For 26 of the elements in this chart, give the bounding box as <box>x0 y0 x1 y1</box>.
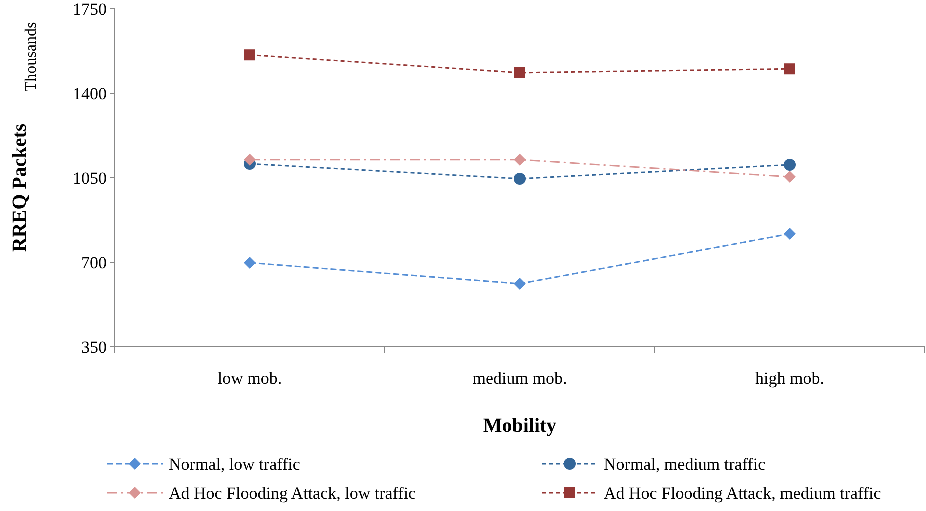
x-tick-label: high mob. <box>756 369 824 388</box>
point <box>514 154 526 166</box>
point <box>784 171 796 184</box>
point <box>784 228 796 240</box>
point <box>244 50 256 61</box>
y-tick-label: 1750 <box>73 0 107 19</box>
point <box>244 154 256 166</box>
point <box>514 67 526 78</box>
y-tick-label: 1050 <box>73 168 107 188</box>
y-tick-label: 1400 <box>73 84 107 104</box>
point <box>514 278 526 290</box>
point <box>514 172 526 185</box>
legend-label: Normal, low traffic <box>169 454 301 474</box>
legend-label: Ad Hoc Flooding Attack, low traffic <box>169 484 417 503</box>
point <box>784 158 796 171</box>
y-axis-title: RREQ Packets <box>9 124 31 252</box>
x-tick-label: low mob. <box>218 369 282 388</box>
x-axis-title: Mobility <box>483 415 557 437</box>
point <box>244 256 256 269</box>
x-tick-label: medium mob. <box>472 369 568 388</box>
legend-label: Normal, medium traffic <box>604 454 766 474</box>
text: Thousands <box>23 22 40 92</box>
point <box>784 64 796 75</box>
y-tick-label: 700 <box>82 253 107 272</box>
legend-label: Ad Hoc Flooding Attack, medium traffic <box>604 484 882 503</box>
y-tick-label: 350 <box>82 338 107 357</box>
